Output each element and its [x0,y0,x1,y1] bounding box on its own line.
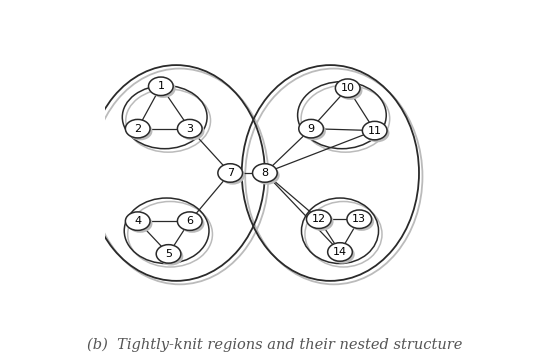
Ellipse shape [328,243,352,261]
Ellipse shape [177,212,202,230]
Text: 5: 5 [165,249,172,259]
Ellipse shape [301,122,326,140]
Ellipse shape [309,213,334,231]
Text: 4: 4 [134,216,141,226]
Ellipse shape [347,210,372,228]
Text: 1: 1 [158,81,164,91]
Text: (b)  Tightly-knit regions and their nested structure: (b) Tightly-knit regions and their neste… [87,337,462,352]
Ellipse shape [128,214,153,233]
Ellipse shape [128,122,153,140]
Text: 10: 10 [341,83,355,93]
Ellipse shape [151,79,176,98]
Text: 3: 3 [186,123,193,134]
Ellipse shape [180,214,204,233]
Text: 2: 2 [134,123,141,134]
Ellipse shape [148,77,173,95]
Ellipse shape [253,164,277,182]
Ellipse shape [330,245,355,264]
Text: 11: 11 [368,126,382,136]
Ellipse shape [306,210,331,228]
Ellipse shape [159,247,183,266]
Text: 12: 12 [312,214,326,224]
Text: 6: 6 [186,216,193,226]
Text: 9: 9 [307,123,315,134]
Ellipse shape [125,120,150,138]
Text: 7: 7 [227,168,234,178]
Ellipse shape [218,164,243,182]
Ellipse shape [338,81,362,100]
Text: 14: 14 [333,247,347,257]
Ellipse shape [177,120,202,138]
Ellipse shape [365,124,389,142]
Ellipse shape [349,213,374,231]
Ellipse shape [255,166,279,185]
Ellipse shape [125,212,150,230]
Text: 8: 8 [261,168,268,178]
Ellipse shape [180,122,204,140]
Ellipse shape [156,244,181,263]
Text: 13: 13 [352,214,366,224]
Ellipse shape [335,79,360,97]
Ellipse shape [362,121,387,140]
Ellipse shape [299,120,323,138]
Ellipse shape [220,166,245,185]
